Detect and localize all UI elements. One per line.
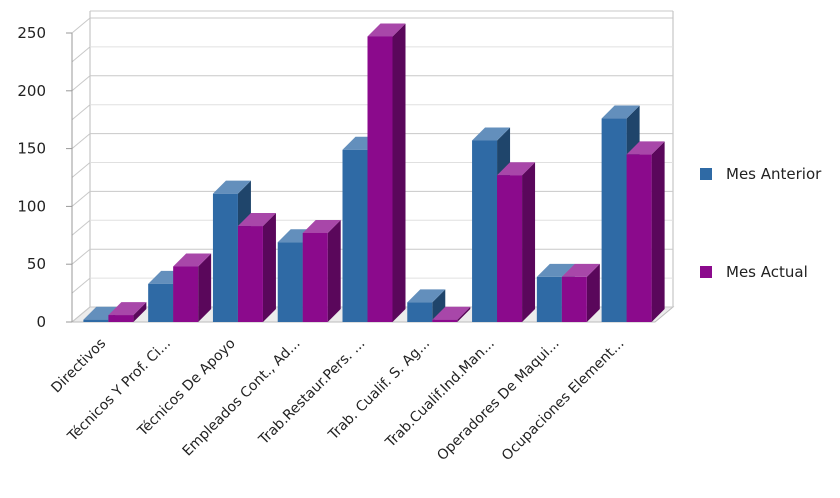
x-tick-label: Directivos bbox=[48, 336, 109, 397]
bar-top bbox=[237, 213, 276, 227]
gridline-side bbox=[71, 191, 91, 207]
bar-mes-actual bbox=[626, 141, 665, 322]
bar-front bbox=[302, 232, 328, 322]
bar-top bbox=[367, 23, 406, 37]
bar-front bbox=[148, 283, 174, 322]
gridline-side bbox=[71, 17, 91, 34]
bar-top bbox=[212, 180, 251, 194]
bar-front bbox=[601, 118, 627, 322]
bar-top bbox=[407, 289, 446, 303]
x-tick-label: Trab.Cualif.Ind.Man... bbox=[382, 336, 498, 452]
bar-front bbox=[432, 319, 458, 322]
bar-mes-actual bbox=[367, 23, 406, 323]
y-tick-label: 100 bbox=[17, 197, 46, 215]
bar-side bbox=[457, 306, 471, 322]
y-tick-label: 250 bbox=[17, 24, 46, 42]
bar-front bbox=[237, 226, 263, 322]
bar-side bbox=[586, 263, 600, 322]
gridline-side bbox=[71, 248, 91, 265]
legend-swatch bbox=[700, 168, 712, 180]
bar-front bbox=[108, 315, 134, 322]
bar-side bbox=[198, 253, 212, 322]
y-tick-label: 200 bbox=[17, 82, 46, 100]
bar-mes-actual bbox=[497, 162, 536, 322]
bar-front bbox=[342, 149, 368, 322]
bar-top bbox=[497, 162, 536, 176]
bar-front bbox=[277, 242, 303, 322]
legend-item: Mes Anterior bbox=[700, 165, 822, 183]
gridline-side bbox=[71, 306, 91, 323]
x-tick-label: Trab.Restaur.Pers. ... bbox=[255, 336, 368, 449]
gridline-side bbox=[71, 219, 91, 236]
bar-side bbox=[262, 213, 276, 322]
gridline-side bbox=[71, 277, 91, 294]
bar-side bbox=[392, 23, 406, 323]
bar-front bbox=[212, 193, 238, 322]
gridline-side bbox=[71, 104, 91, 121]
bar-top bbox=[601, 105, 640, 119]
x-tick-label: Empleados Cont., Ad... bbox=[180, 336, 304, 460]
gridline-side bbox=[71, 75, 91, 92]
bar-mes-actual bbox=[302, 219, 341, 322]
y-tick-label: 50 bbox=[27, 255, 46, 273]
legend-label: Mes Anterior bbox=[726, 165, 822, 183]
bar-top bbox=[561, 263, 600, 277]
legend-item: Mes Actual bbox=[700, 263, 808, 281]
gridline-side bbox=[71, 133, 91, 149]
bar-mes-actual bbox=[237, 213, 276, 322]
bar-front bbox=[472, 140, 498, 322]
y-axis-ticks: 0 50 100 150 200 250 bbox=[17, 24, 73, 331]
bar-front bbox=[407, 302, 433, 322]
x-tick-label: Operadores De Maqui... bbox=[434, 336, 562, 464]
bar-front bbox=[626, 154, 652, 322]
bar-side bbox=[133, 302, 147, 322]
bar-front bbox=[497, 175, 523, 322]
x-tick-label: Ocupaciones Element... bbox=[499, 336, 628, 465]
bar-mes-actual bbox=[561, 263, 600, 322]
bar-mes-anterior bbox=[407, 289, 446, 322]
bars bbox=[83, 23, 665, 323]
bar-mes-actual bbox=[173, 253, 212, 322]
bar-side bbox=[327, 219, 341, 322]
legend: Mes Anterior Mes Actual bbox=[700, 165, 822, 281]
y-tick-label: 0 bbox=[36, 313, 46, 331]
bar-top bbox=[536, 263, 575, 277]
bar-top bbox=[173, 253, 212, 267]
gridline-side bbox=[71, 162, 91, 178]
bar-mes-actual bbox=[432, 306, 471, 322]
y-tick-label: 150 bbox=[17, 140, 46, 158]
bar-top bbox=[108, 302, 147, 316]
bar-top bbox=[432, 306, 471, 320]
bar-top bbox=[302, 219, 341, 233]
bar-front bbox=[83, 319, 109, 322]
bar-front bbox=[173, 266, 199, 322]
bar-top bbox=[83, 306, 122, 320]
bar-mes-actual bbox=[108, 302, 147, 322]
bar-side bbox=[432, 289, 446, 322]
bar-front bbox=[367, 36, 393, 323]
bar-front bbox=[561, 276, 587, 322]
bar-top bbox=[626, 141, 665, 155]
bar-top bbox=[472, 127, 511, 141]
gridline-side bbox=[71, 46, 91, 63]
legend-swatch bbox=[700, 266, 712, 278]
legend-label: Mes Actual bbox=[726, 263, 808, 281]
bar-front bbox=[536, 276, 562, 322]
bar-side bbox=[522, 162, 536, 322]
bar-side bbox=[651, 141, 665, 322]
